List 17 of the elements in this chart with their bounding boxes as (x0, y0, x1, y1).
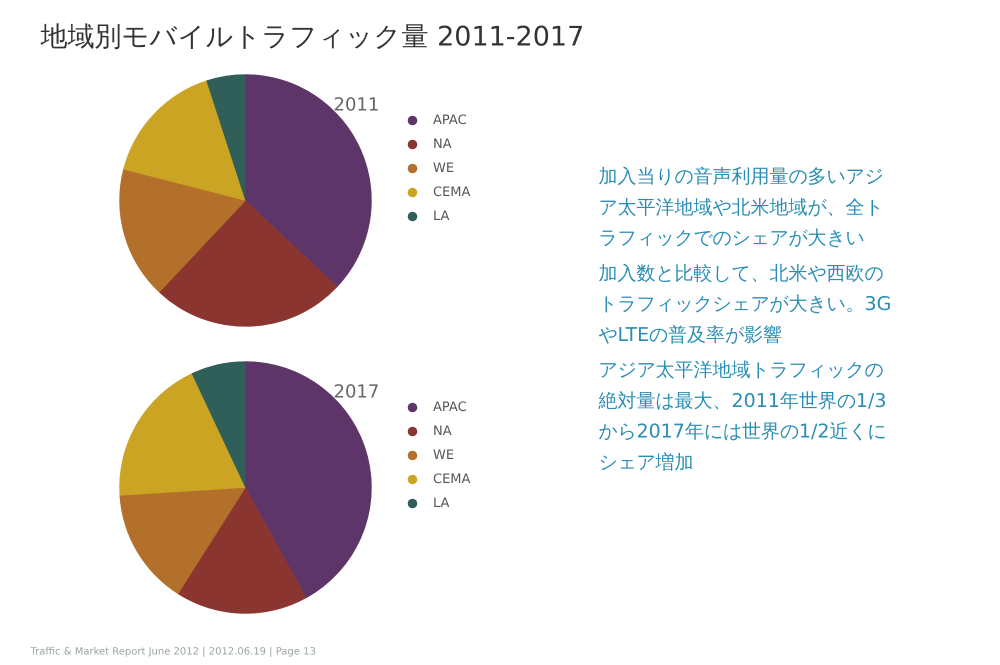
text: 2017 (334, 382, 380, 402)
legend-label: APAC (433, 400, 467, 414)
text: 加入数と比較して、北米や西欧のトラフィックシェアが大きい。3GやLTEの普及率が影響 (598, 262, 892, 346)
text: 加入当りの音声利用量の多いアジア太平洋地域や北米地域が、全トラフィックでのシェアが大きい (598, 166, 884, 250)
text: Traffic & Market Report June 2012 | 2012.06.19 | Page 13 (30, 646, 316, 658)
text: アジア太平洋地域トラフィックの絶対量は最大、2011年世界の1/3から2017年には世界の1/2近くにシェア増加 (598, 359, 886, 474)
legend-label: NA (433, 424, 453, 438)
chart-title: 地域別モバイルトラフィック量 2011-2017 (40, 22, 584, 52)
text: 2011 (334, 94, 380, 116)
legend-label: LA (433, 496, 450, 510)
legend-label: APAC (433, 112, 467, 128)
legend-label: WE (433, 448, 454, 462)
legend-label: WE (433, 160, 454, 176)
legend-label: CEMA (433, 472, 470, 486)
legend-label: CEMA (433, 184, 470, 200)
legend-label: LA (433, 208, 450, 224)
legend-label: NA (433, 136, 453, 152)
